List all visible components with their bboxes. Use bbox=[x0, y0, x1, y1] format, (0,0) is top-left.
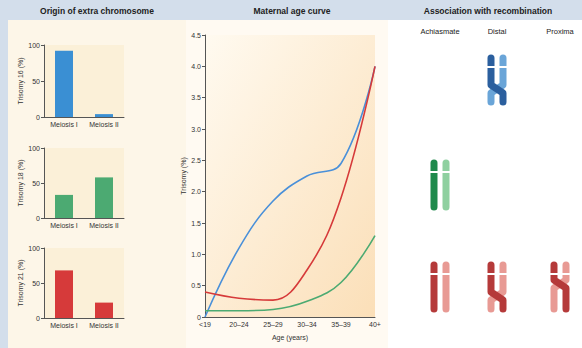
svg-text:0: 0 bbox=[36, 315, 40, 322]
svg-text:50: 50 bbox=[32, 78, 40, 85]
svg-text:Meiosis I: Meiosis I bbox=[50, 222, 78, 229]
svg-text:3.0: 3.0 bbox=[191, 126, 201, 133]
svg-text:0.5: 0.5 bbox=[191, 282, 201, 289]
svg-text:1.0: 1.0 bbox=[191, 251, 201, 258]
svg-text:Age (years): Age (years) bbox=[272, 334, 308, 342]
svg-text:100: 100 bbox=[28, 145, 40, 152]
svg-text:Meiosis I: Meiosis I bbox=[50, 322, 78, 329]
svg-text:Trisomy (%): Trisomy (%) bbox=[180, 157, 188, 194]
svg-text:40+: 40+ bbox=[369, 321, 381, 328]
svg-text:Origin of extra chromosome: Origin of extra chromosome bbox=[40, 6, 154, 16]
svg-text:Meiosis II: Meiosis II bbox=[89, 222, 119, 229]
svg-text:0: 0 bbox=[36, 114, 40, 121]
svg-text:Distal: Distal bbox=[488, 27, 507, 36]
svg-text:Trisomy 21 (%): Trisomy 21 (%) bbox=[17, 259, 25, 306]
svg-text:35–39: 35–39 bbox=[331, 321, 351, 328]
svg-text:20–24: 20–24 bbox=[229, 321, 249, 328]
svg-text:Meiosis II: Meiosis II bbox=[89, 322, 119, 329]
svg-text:100: 100 bbox=[28, 245, 40, 252]
svg-text:<19: <19 bbox=[199, 321, 211, 328]
svg-text:0: 0 bbox=[36, 215, 40, 222]
svg-text:Trisomy 16 (%): Trisomy 16 (%) bbox=[17, 57, 25, 104]
svg-text:Maternal age curve: Maternal age curve bbox=[253, 6, 330, 16]
svg-text:25–29: 25–29 bbox=[263, 321, 283, 328]
svg-text:0: 0 bbox=[197, 314, 201, 321]
svg-text:4.0: 4.0 bbox=[191, 63, 201, 70]
svg-text:Association with recombination: Association with recombination bbox=[424, 6, 552, 16]
svg-text:4.5: 4.5 bbox=[191, 32, 201, 39]
svg-text:Meiosis I: Meiosis I bbox=[50, 121, 78, 128]
svg-text:Trisomy 18 (%): Trisomy 18 (%) bbox=[17, 159, 25, 206]
svg-text:1.5: 1.5 bbox=[191, 220, 201, 227]
svg-text:3.5: 3.5 bbox=[191, 94, 201, 101]
svg-text:50: 50 bbox=[32, 280, 40, 287]
svg-text:Meiosis II: Meiosis II bbox=[89, 121, 119, 128]
svg-text:2.0: 2.0 bbox=[191, 188, 201, 195]
svg-text:30–34: 30–34 bbox=[297, 321, 317, 328]
svg-text:50: 50 bbox=[32, 180, 40, 187]
svg-text:Proxima: Proxima bbox=[546, 27, 574, 36]
svg-text:Achiasmate: Achiasmate bbox=[420, 27, 459, 36]
svg-text:2.5: 2.5 bbox=[191, 157, 201, 164]
svg-text:100: 100 bbox=[28, 42, 40, 49]
